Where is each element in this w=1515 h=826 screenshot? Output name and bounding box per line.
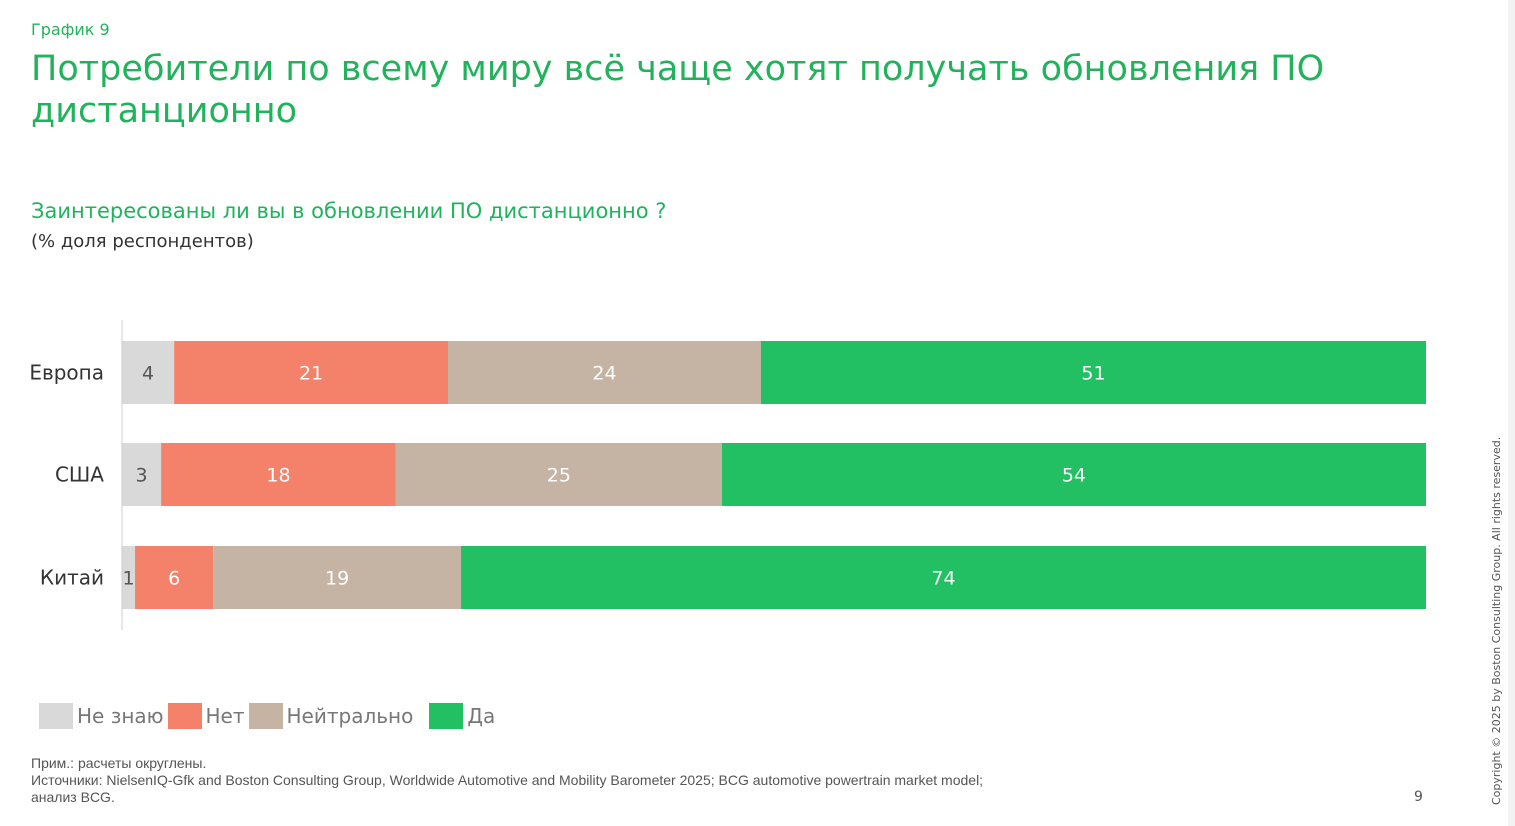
bar-segment [760,341,1426,404]
right-edge-strip [1508,0,1515,826]
data-label: 18 [266,465,290,487]
legend-item: Нейтрально [248,703,426,729]
stacked-bar-chart: Европа 4 21 24 51 США 3 18 25 54 Китай 1 6 19 74 [29,320,1426,630]
data-label: 21 [299,363,323,385]
bar-segment [721,443,1426,506]
bar-segment [122,443,162,506]
data-label: 24 [592,363,616,385]
legend-label: Нет [205,704,245,728]
data-label: 25 [547,465,571,487]
legend-item: Не знаю [39,703,164,729]
data-label: 74 [931,568,955,590]
bar-segment [213,546,462,609]
legend-label: Нейтрально [286,704,414,728]
bar-segment [122,341,175,404]
bar-segment [448,341,761,404]
data-label: 3 [136,465,148,487]
data-label: 1 [122,568,134,590]
bar-segment [395,443,722,506]
sources: Источники: NielsenIQ-Gfk and Boston Cons… [31,772,984,788]
data-label: 54 [1062,465,1086,487]
legend-swatch [248,703,283,729]
legend-swatch [429,703,464,729]
legend-label: Да [467,704,496,728]
bar-segment [135,546,214,609]
sources-cont: анализ BCG. [31,789,115,805]
category-label: Европа [29,361,104,385]
legend: Не знаю Нет Нейтрально Да [39,703,499,729]
page-title: Потребители по всему миру всё чаще хотят… [31,49,1325,131]
bar-segment [174,341,448,404]
chart-title: Заинтересованы ли вы в обновлении ПО дис… [31,199,667,223]
legend-swatch [39,703,73,729]
footnotes: Прим.: расчеты округлены. Источники: Nie… [31,755,983,806]
page-number: 9 [1414,789,1423,805]
data-label: 4 [142,363,154,385]
legend-item: Да [429,703,495,729]
chart-subtitle: (% доля респондентов) [31,231,254,252]
data-label: 6 [168,568,180,590]
data-label: 51 [1081,363,1105,385]
legend-label: Не знаю [77,704,164,728]
legend-swatch [167,703,202,729]
chart-number: График 9 [31,20,110,39]
bar-segment [461,546,1426,609]
bar-segment [161,443,396,506]
category-label: Китай [40,566,104,590]
data-label: 19 [325,568,349,590]
category-label: США [55,463,104,487]
copyright: Copyright © 2025 by Boston Consulting Gr… [1490,436,1503,805]
bar-segment [122,546,136,609]
note: Прим.: расчеты округлены. [31,755,207,771]
legend-item: Нет [167,703,245,729]
